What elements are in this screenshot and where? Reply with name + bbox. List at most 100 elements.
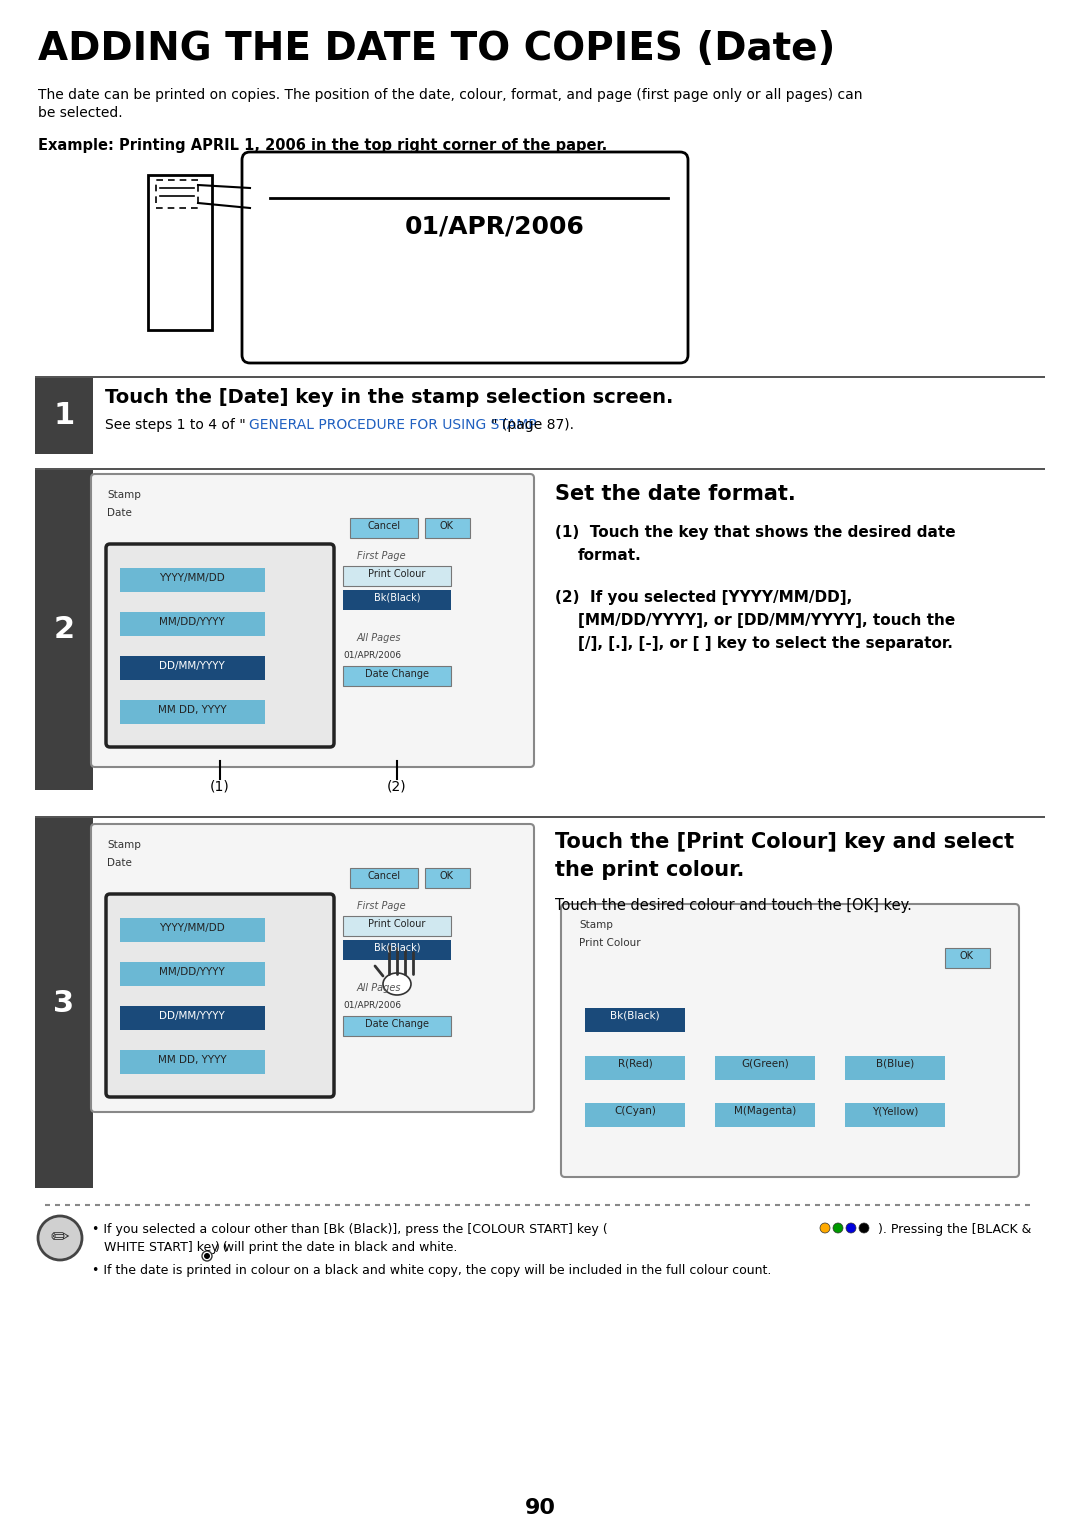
Text: MM DD, YYYY: MM DD, YYYY [158, 704, 227, 715]
Text: format.: format. [578, 549, 642, 562]
Text: YYYY/MM/DD: YYYY/MM/DD [159, 573, 225, 584]
Text: The date can be printed on copies. The position of the date, colour, format, and: The date can be printed on copies. The p… [38, 89, 863, 102]
Bar [120, 963, 265, 986]
Text: 01/APR/2006: 01/APR/2006 [343, 999, 401, 1008]
Bar [343, 590, 451, 610]
Circle shape [202, 1251, 212, 1261]
Text: (2)  If you selected [YYYY/MM/DD],: (2) If you selected [YYYY/MM/DD], [555, 590, 852, 605]
Text: Touch the [Print Colour] key and select: Touch the [Print Colour] key and select [555, 833, 1014, 853]
Bar [350, 518, 418, 538]
Text: R(Red): R(Red) [618, 1059, 652, 1070]
Text: GENERAL PROCEDURE FOR USING STAMP: GENERAL PROCEDURE FOR USING STAMP [249, 419, 537, 432]
Text: DD/MM/YYYY: DD/MM/YYYY [159, 662, 225, 671]
FancyBboxPatch shape [242, 151, 688, 364]
Bar [120, 613, 265, 636]
Text: Set the date format.: Set the date format. [555, 484, 796, 504]
Circle shape [38, 1216, 82, 1261]
Circle shape [204, 1253, 210, 1259]
Text: (1)  Touch the key that shows the desired date: (1) Touch the key that shows the desired… [555, 526, 956, 539]
Text: Bk(Black): Bk(Black) [374, 943, 420, 953]
Text: G(Green): G(Green) [741, 1059, 788, 1070]
Text: YYYY/MM/DD: YYYY/MM/DD [159, 923, 225, 934]
Text: MM/DD/YYYY: MM/DD/YYYY [159, 617, 225, 626]
Text: B(Blue): B(Blue) [876, 1059, 914, 1070]
Bar [120, 700, 265, 724]
Text: • If you selected a colour other than [Bk (Black)], press the [COLOUR START] key: • If you selected a colour other than [B… [92, 1222, 608, 1236]
FancyBboxPatch shape [561, 905, 1020, 1177]
Text: OK: OK [960, 950, 974, 961]
Bar [343, 666, 451, 686]
Text: the print colour.: the print colour. [555, 860, 744, 880]
Bar [148, 176, 212, 330]
Bar [35, 816, 1045, 817]
Bar [156, 180, 198, 208]
Bar [426, 518, 470, 538]
Bar [35, 468, 1045, 471]
Circle shape [859, 1222, 869, 1233]
Text: [/], [.], [-], or [ ] key to select the separator.: [/], [.], [-], or [ ] key to select the … [578, 636, 953, 651]
Text: ✏: ✏ [51, 1229, 69, 1248]
Text: be selected.: be selected. [38, 105, 123, 121]
Text: Stamp: Stamp [579, 920, 612, 931]
Circle shape [833, 1222, 843, 1233]
Ellipse shape [383, 973, 411, 995]
Text: ). Pressing the [BLACK &: ). Pressing the [BLACK & [878, 1222, 1031, 1236]
Bar [350, 868, 418, 888]
FancyBboxPatch shape [91, 474, 534, 767]
Text: Date: Date [107, 859, 132, 868]
Text: MM/DD/YYYY: MM/DD/YYYY [159, 967, 225, 976]
Text: DD/MM/YYYY: DD/MM/YYYY [159, 1012, 225, 1021]
Bar [343, 915, 451, 937]
Text: Touch the [Date] key in the stamp selection screen.: Touch the [Date] key in the stamp select… [105, 388, 673, 406]
Text: [MM/DD/YYYY], or [DD/MM/YYYY], touch the: [MM/DD/YYYY], or [DD/MM/YYYY], touch the [578, 613, 955, 628]
Bar [120, 656, 265, 680]
Circle shape [846, 1222, 856, 1233]
Text: Bk(Black): Bk(Black) [610, 1012, 660, 1021]
Bar [35, 376, 1045, 377]
Text: 3: 3 [53, 989, 75, 1018]
Bar [120, 1005, 265, 1030]
Text: Date: Date [107, 507, 132, 518]
Text: Stamp: Stamp [107, 840, 140, 850]
FancyBboxPatch shape [106, 894, 334, 1097]
Text: WHITE START] key (: WHITE START] key ( [92, 1241, 228, 1254]
Text: All Pages: All Pages [357, 983, 402, 993]
Bar [120, 568, 265, 591]
Bar [343, 565, 451, 587]
Text: ) will print the date in black and white.: ) will print the date in black and white… [215, 1241, 457, 1254]
Circle shape [820, 1222, 831, 1233]
Text: Print Colour: Print Colour [579, 938, 640, 947]
Bar [120, 918, 265, 941]
Text: See steps 1 to 4 of ": See steps 1 to 4 of " [105, 419, 246, 432]
Bar [845, 1056, 945, 1080]
Text: Date Change: Date Change [365, 1019, 429, 1028]
Bar [426, 868, 470, 888]
Bar [945, 947, 990, 969]
Bar [715, 1103, 815, 1128]
Bar [585, 1008, 685, 1031]
Bar [715, 1056, 815, 1080]
Text: (1): (1) [211, 779, 230, 793]
FancyBboxPatch shape [91, 824, 534, 1112]
Text: OK: OK [440, 871, 454, 882]
FancyBboxPatch shape [106, 544, 334, 747]
Text: 01/APR/2006: 01/APR/2006 [405, 215, 585, 238]
Text: 2: 2 [53, 616, 75, 645]
Text: Example: Printing APRIL 1, 2006 in the top right corner of the paper.: Example: Printing APRIL 1, 2006 in the t… [38, 138, 607, 153]
Text: 90: 90 [525, 1497, 555, 1517]
Text: " (page 87).: " (page 87). [491, 419, 573, 432]
Text: Print Colour: Print Colour [368, 918, 426, 929]
Text: Stamp: Stamp [107, 490, 140, 500]
Bar [343, 1016, 451, 1036]
Bar [120, 1050, 265, 1074]
Text: First Page: First Page [357, 552, 406, 561]
Text: OK: OK [440, 521, 454, 532]
Text: Touch the desired colour and touch the [OK] key.: Touch the desired colour and touch the [… [555, 898, 912, 914]
Bar [35, 817, 93, 1187]
Text: ADDING THE DATE TO COPIES (Date): ADDING THE DATE TO COPIES (Date) [38, 31, 835, 69]
Text: Cancel: Cancel [367, 521, 401, 532]
Bar [585, 1103, 685, 1128]
Bar [585, 1056, 685, 1080]
Text: (2): (2) [388, 779, 407, 793]
Text: First Page: First Page [357, 902, 406, 911]
